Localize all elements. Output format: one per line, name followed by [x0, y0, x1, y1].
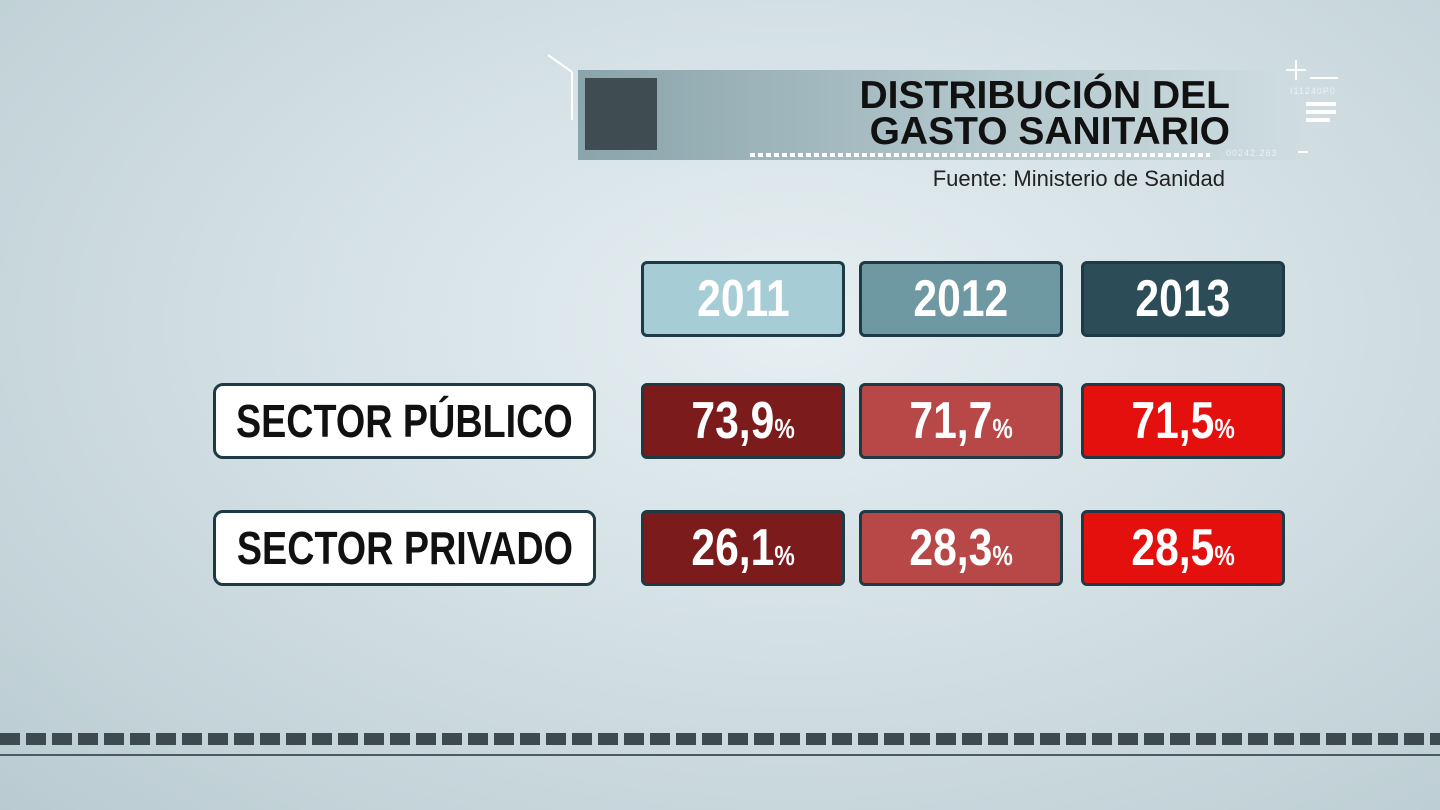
column-header: 2013	[1081, 261, 1285, 337]
cell: 71,7%	[859, 383, 1063, 459]
cell: 71,5%	[1081, 383, 1285, 459]
row-label: SECTOR PRIVADO	[213, 510, 596, 586]
source: Fuente: Ministerio de Sanidad	[932, 166, 1225, 191]
cell-text: 71,7%	[909, 391, 1012, 451]
cell-unit: %	[774, 540, 795, 571]
title-line: DISTRIBUCIÓN DEL	[859, 74, 1231, 117]
rule	[0, 754, 1440, 756]
column-header-text: 2013	[1135, 270, 1231, 328]
cell-value: 71,7	[909, 392, 993, 450]
column-header: 2012	[859, 261, 1063, 337]
cell-unit: %	[1214, 540, 1235, 571]
cell-text: 71,5%	[1131, 391, 1234, 451]
cell-unit: %	[992, 540, 1013, 571]
row-label: SECTOR PÚBLICO	[213, 383, 596, 459]
column-header: 2011	[641, 261, 845, 337]
cell-value: 73,9	[691, 392, 775, 450]
cell: 28,5%	[1081, 510, 1285, 586]
cell: 73,9%	[641, 383, 845, 459]
code-label: 00242.263	[1226, 148, 1278, 158]
cell-text: 28,5%	[1131, 518, 1234, 578]
cell-text: 26,1%	[691, 518, 794, 578]
column-header-text: 2012	[913, 270, 1009, 328]
title: DISTRIBUCIÓN DEL GASTO SANITARIO	[859, 74, 1231, 153]
cell: 28,3%	[859, 510, 1063, 586]
column-header-text: 2011	[696, 270, 790, 328]
cell-value: 26,1	[691, 519, 775, 577]
code-label: I11240P0	[1290, 86, 1336, 96]
cell-text: 28,3%	[909, 518, 1012, 578]
row-label-text: SECTOR PRIVADO	[236, 522, 573, 574]
title-bar	[578, 70, 1300, 160]
row-label-text: SECTOR PÚBLICO	[236, 395, 573, 447]
cell-unit: %	[774, 413, 795, 444]
cell-text: 73,9%	[691, 391, 794, 451]
cell-value: 28,5	[1131, 519, 1215, 577]
cell-value: 71,5	[1131, 392, 1215, 450]
title-square	[585, 78, 657, 150]
cell-unit: %	[992, 413, 1013, 444]
cell-value: 28,3	[909, 519, 993, 577]
decoration	[547, 54, 1338, 157]
title-line: GASTO SANITARIO	[869, 110, 1230, 153]
dash-bar	[0, 733, 1440, 745]
cell-unit: %	[1214, 413, 1235, 444]
cell: 26,1%	[641, 510, 845, 586]
